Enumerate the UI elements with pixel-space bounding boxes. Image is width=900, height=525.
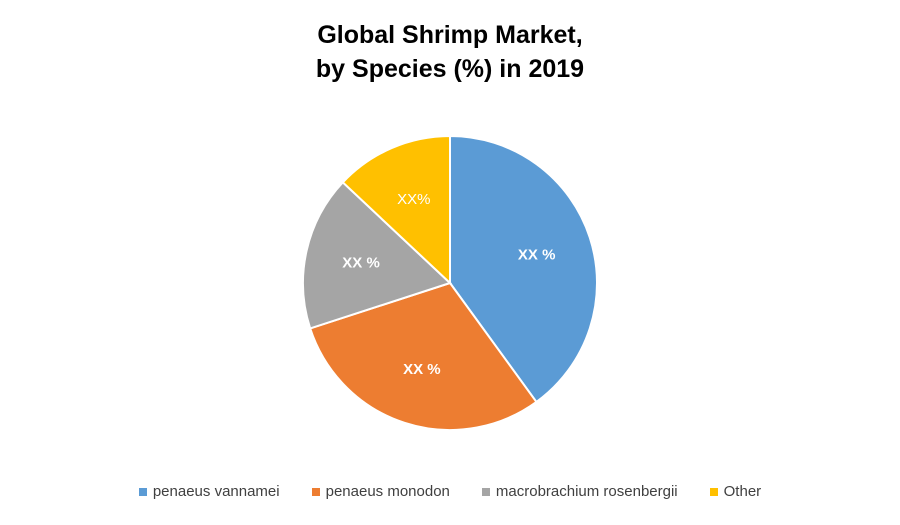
legend-item-other: Other <box>709 483 762 500</box>
pie-slice-penaeus-monodon <box>308 281 538 431</box>
legend-swatch <box>709 487 718 496</box>
pie-slice-other <box>341 134 451 286</box>
pie-slice-macrobrachium-rosenbergii <box>302 180 452 330</box>
legend-swatch <box>311 487 320 496</box>
legend-label: penaeus vannamei <box>152 483 280 500</box>
legend-item-penaeus-monodon: penaeus monodon <box>311 483 450 500</box>
legend-swatch <box>481 487 490 496</box>
chart-title: Global Shrimp Market, by Species (%) in … <box>0 18 900 86</box>
chart-title-line-1: Global Shrimp Market, <box>317 21 583 49</box>
pie-slice-penaeus-vannamei <box>449 134 598 404</box>
legend-label: Other <box>723 483 762 500</box>
chart-title-line-2: by Species (%) in 2019 <box>315 55 585 83</box>
legend-item-penaeus-vannamei: penaeus vannamei <box>138 483 280 500</box>
legend: penaeus vannamei penaeus monodon macrobrac… <box>0 483 900 500</box>
data-label-penaeus-monodon: XX % <box>403 361 441 378</box>
data-label-penaeus-vannamei: XX % <box>518 246 556 263</box>
legend-label: penaeus monodon <box>325 483 450 500</box>
legend-swatch <box>138 487 147 496</box>
data-label-macrobrachium-rosenbergii: XX % <box>342 255 380 272</box>
legend-item-macrobrachium-rosenbergii: macrobrachium rosenbergii <box>481 483 678 500</box>
legend-label: macrobrachium rosenbergii <box>495 483 678 500</box>
data-label-other: XX% <box>397 191 430 208</box>
